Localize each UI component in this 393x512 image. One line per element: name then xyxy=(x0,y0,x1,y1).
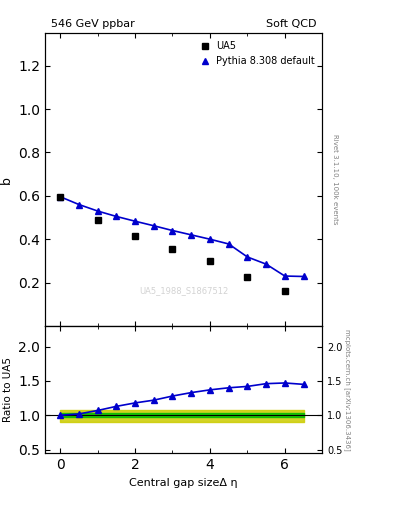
Pythia 8.308 default xyxy=(283,273,287,279)
Legend: UA5, Pythia 8.308 default: UA5, Pythia 8.308 default xyxy=(195,38,318,69)
Line: UA5: UA5 xyxy=(57,193,288,294)
UA5 xyxy=(208,258,212,264)
Pythia 8.308 default xyxy=(245,254,250,260)
UA5 xyxy=(95,217,100,223)
Y-axis label: mcplots.cern.ch [arXiv:1306.3436]: mcplots.cern.ch [arXiv:1306.3436] xyxy=(344,329,351,451)
Text: 546 GeV ppbar: 546 GeV ppbar xyxy=(51,19,134,29)
Pythia 8.308 default xyxy=(189,232,194,238)
X-axis label: Central gap sizeΔ η: Central gap sizeΔ η xyxy=(129,478,238,487)
Pythia 8.308 default xyxy=(58,194,62,200)
UA5 xyxy=(58,194,62,200)
Pythia 8.308 default xyxy=(208,236,212,242)
Text: Soft QCD: Soft QCD xyxy=(266,19,317,29)
Pythia 8.308 default xyxy=(133,218,138,224)
Pythia 8.308 default xyxy=(114,214,119,220)
Pythia 8.308 default xyxy=(226,241,231,247)
Y-axis label: b: b xyxy=(0,176,13,183)
UA5 xyxy=(133,233,138,239)
Pythia 8.308 default xyxy=(170,227,175,233)
Y-axis label: Ratio to UA5: Ratio to UA5 xyxy=(3,357,13,422)
Line: Pythia 8.308 default: Pythia 8.308 default xyxy=(57,194,306,279)
Y-axis label: Rivet 3.1.10, 100k events: Rivet 3.1.10, 100k events xyxy=(332,134,338,225)
Pythia 8.308 default xyxy=(151,223,156,229)
Text: UA5_1988_S1867512: UA5_1988_S1867512 xyxy=(139,286,228,295)
Pythia 8.308 default xyxy=(301,273,306,280)
Pythia 8.308 default xyxy=(95,208,100,214)
Pythia 8.308 default xyxy=(77,201,81,207)
UA5 xyxy=(245,274,250,280)
Pythia 8.308 default xyxy=(264,261,268,267)
UA5 xyxy=(283,288,287,294)
UA5 xyxy=(170,246,175,252)
